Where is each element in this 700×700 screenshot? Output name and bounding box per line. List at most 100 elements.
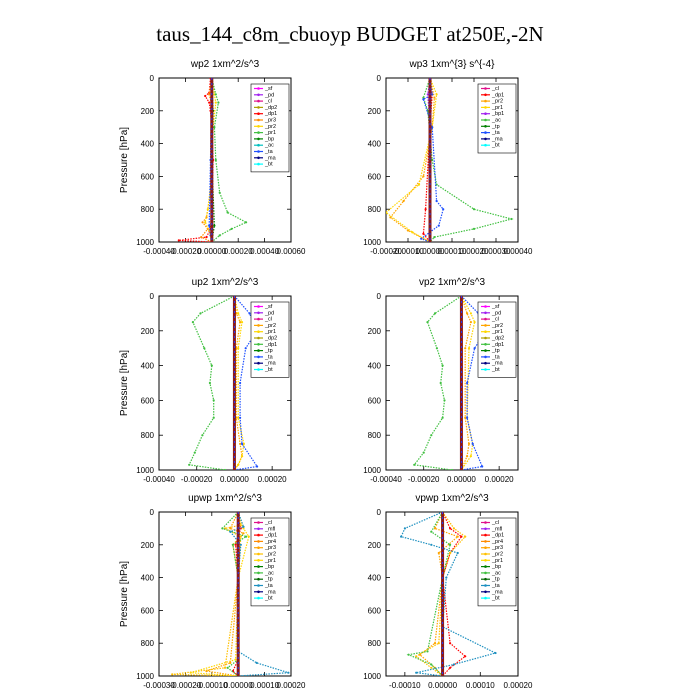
series-point-ac: [426, 650, 429, 653]
legend-label: _pd: [264, 92, 274, 98]
legend-label: _ma: [491, 589, 504, 595]
legend-marker: [484, 336, 487, 340]
legend-label: _pr4: [264, 539, 276, 545]
series-point-ta: [239, 416, 242, 419]
legend-marker: [257, 324, 260, 327]
legend-label: _sf: [264, 86, 273, 92]
legend-label: _bp: [264, 136, 274, 142]
series-point-dp1: [203, 347, 206, 350]
legend-marker: [257, 131, 260, 134]
legend: _cl_dp1_pr2_pr1_bp1_ac_tp_ta_ma_bt: [477, 83, 517, 154]
series-point-pr1: [237, 416, 240, 419]
legend-label: _bp: [491, 564, 501, 570]
legend: _cl_mfl_dp1_pr4_pr3_pr2_pr1_bp_ac_tp_ta_…: [250, 517, 290, 607]
legend-marker: [257, 527, 260, 531]
series-point-dp1: [212, 416, 215, 419]
x-tick-label: 0.00030: [482, 247, 511, 256]
legend-marker: [484, 571, 487, 575]
legend-label: _pr4: [491, 539, 503, 545]
legend-box: [477, 301, 517, 378]
legend-marker: [484, 311, 487, 315]
y-tick-label: 800: [141, 431, 155, 440]
series-point-pr2: [449, 551, 452, 555]
series-group: [188, 296, 259, 470]
y-tick-label: 0: [377, 74, 382, 83]
y-tick-label: 1000: [363, 238, 381, 247]
y-tick-label: 0: [150, 292, 155, 301]
series-point-dp1: [413, 463, 416, 466]
legend-label: _pd: [264, 310, 274, 316]
series-point-pr2: [204, 221, 207, 224]
legend: _cl_mfl_dp1_pr4_pr3_pr2_pr1_bp_ac_tp_ta_…: [477, 517, 517, 607]
legend-marker: [484, 137, 487, 141]
series-point-dp1: [208, 381, 211, 385]
series-point-ac: [472, 208, 476, 211]
series-point-dp1: [177, 239, 180, 242]
series-point-ta: [208, 224, 211, 227]
legend-label: _pr2: [491, 552, 503, 558]
legend-label: _tp: [491, 124, 500, 130]
x-tick-label: 0.00020: [258, 475, 287, 484]
series-point-ta: [442, 208, 445, 211]
x-tick-label: 0.00060: [277, 247, 306, 256]
y-tick-label: 800: [141, 205, 155, 214]
y-tick-label: 1000: [363, 672, 381, 681]
series-point-ta: [466, 381, 469, 385]
y-tick-label: 200: [368, 541, 382, 550]
legend-marker: [484, 317, 487, 321]
series-point-dp1: [223, 468, 227, 470]
legend-label: _ma: [491, 136, 504, 142]
x-tick-label: -0.00040: [370, 475, 402, 484]
legend-marker: [484, 552, 487, 556]
series-point-pr1: [189, 671, 192, 674]
series-point-ac: [422, 96, 425, 99]
legend-label: _sf: [264, 304, 273, 310]
series-point-ta: [239, 543, 242, 546]
legend-label: _ta: [264, 583, 274, 589]
legend-marker: [484, 540, 487, 543]
series-line-pr1: [211, 78, 248, 242]
series-point-dp1: [234, 543, 237, 546]
y-tick-label: 400: [141, 140, 155, 149]
series-point-dp1: [426, 321, 429, 324]
legend-marker: [257, 368, 260, 371]
panel-title: vpwp 1xm^2/s^3: [415, 493, 489, 504]
x-tick-label: -0.00020: [170, 247, 202, 256]
legend-label: _dp2: [491, 336, 504, 342]
legend: _sf_pd_cl_pr2_pr1_dp2_dp1_tp_ta_ma_bt: [250, 301, 290, 378]
y-tick-label: 0: [377, 508, 382, 517]
series-point-pr1: [242, 527, 245, 530]
legend-label: _bp: [264, 564, 274, 570]
legend-label: _pr3: [264, 118, 276, 124]
legend-marker: [484, 565, 487, 568]
series-line-pr2: [204, 78, 217, 242]
legend-marker: [257, 125, 260, 128]
x-tick-label: 0.00000: [416, 247, 445, 256]
x-tick-label: -0.00010: [392, 247, 424, 256]
legend-label: _dp1: [491, 533, 504, 539]
y-tick-label: 200: [141, 107, 155, 116]
x-tick-label: 0.00020: [224, 247, 253, 256]
legend-marker: [484, 533, 487, 537]
series-point-ta: [431, 126, 434, 129]
legend-marker: [484, 559, 487, 562]
series-point-dp1: [424, 208, 427, 211]
panel-0: wp2 1xm^2/s^3 0 200 400 600 800 1000-0.00040-0…: [119, 59, 306, 256]
series-point-pr3: [229, 661, 232, 665]
series-point-pr2: [464, 416, 467, 419]
y-tick-label: 200: [368, 327, 382, 336]
legend-label: _pr1: [264, 558, 276, 564]
legend-marker: [257, 330, 260, 334]
series-point-ta: [415, 671, 418, 674]
series-point-ta: [287, 671, 290, 674]
series-point-dp1: [433, 312, 437, 315]
series-point-pr2: [466, 455, 469, 458]
series-point-pr1: [237, 312, 240, 315]
legend-label: _dp1: [491, 92, 504, 98]
legend-marker: [484, 324, 487, 327]
legend-label: _ma: [264, 155, 277, 161]
legend-marker: [484, 118, 487, 122]
y-tick-label: 0: [377, 292, 382, 301]
legend-marker: [484, 349, 487, 352]
panel-5: vpwp 1xm^2/s^3 0 200 400 600 800 1000 -0.00010 0…: [363, 493, 533, 690]
